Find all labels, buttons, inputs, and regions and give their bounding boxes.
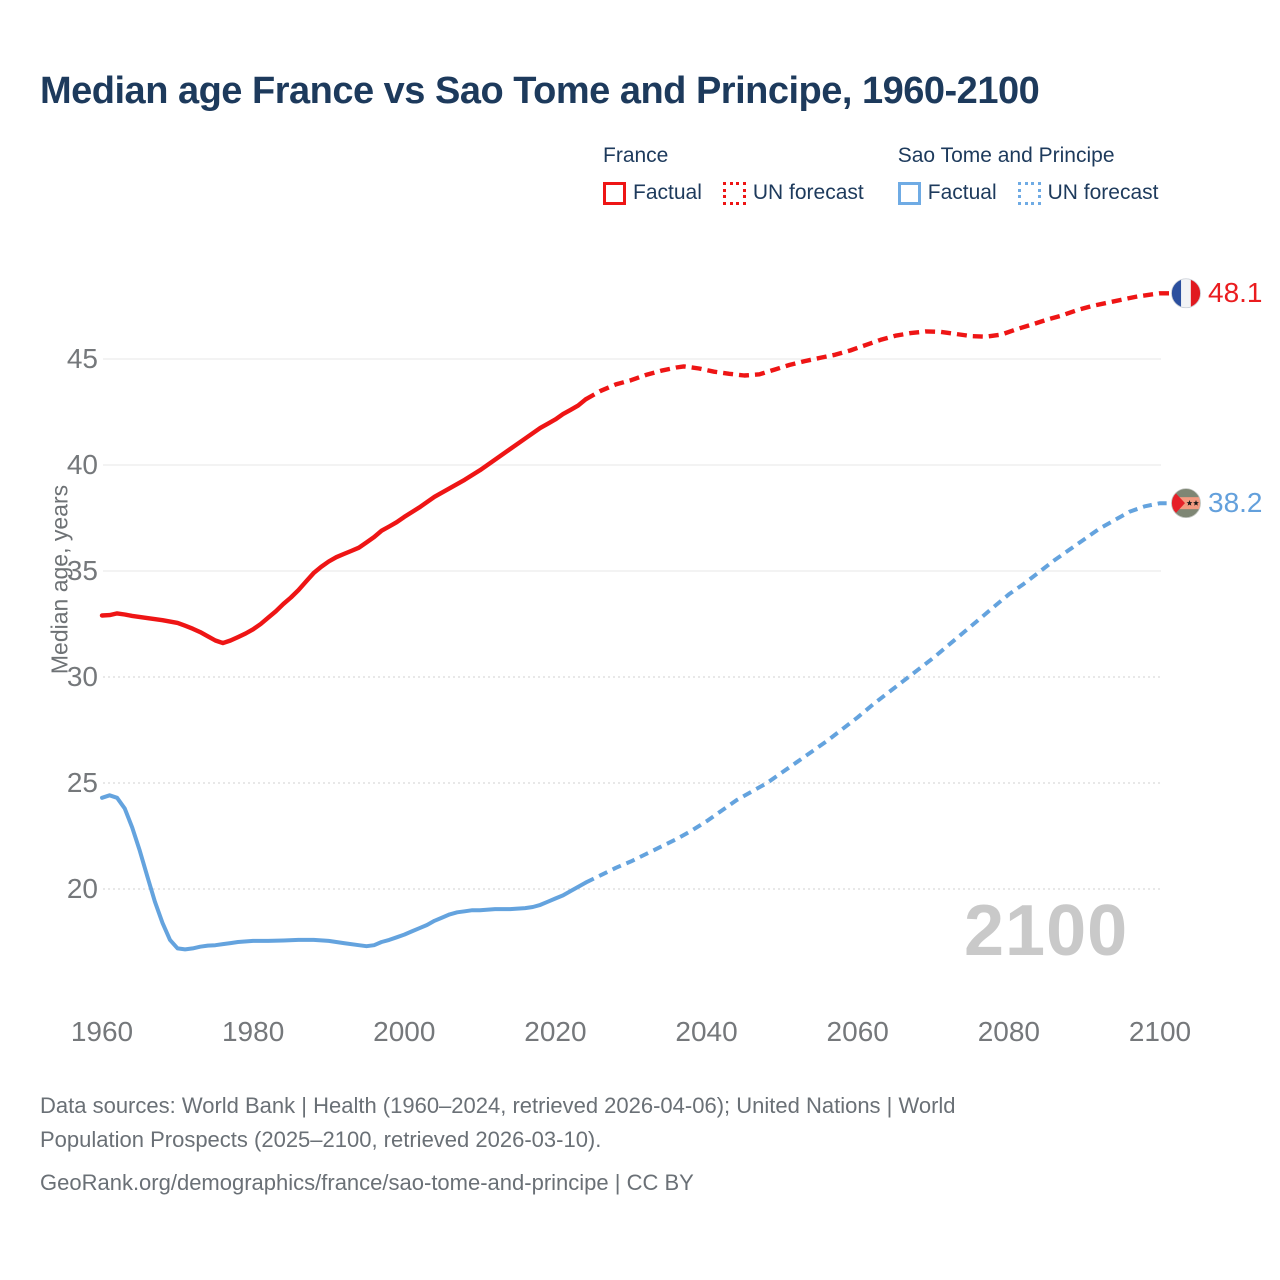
legend-swatch-forecast-icon: [722, 181, 746, 205]
legend-group-title: France: [603, 144, 669, 167]
sao-tome-factual-line: [100, 793, 588, 952]
sao-tome-flag-icon: [1171, 488, 1201, 518]
x-tick-2000: 2000: [373, 1016, 436, 1047]
x-tick-2080: 2080: [977, 1016, 1040, 1047]
watermark-year: 2100: [964, 891, 1129, 971]
legend-group-france: France Factual UN forecast: [603, 144, 864, 205]
y-tick-35: 35: [66, 555, 98, 586]
legend-item-label: UN forecast: [1047, 181, 1159, 204]
legend-swatch-factual-icon: [603, 181, 626, 205]
chart-title: Median age France vs Sao Tome and Princi…: [40, 70, 1040, 112]
legend-items-row: Factual UN forecast: [603, 181, 864, 205]
y-tick-30: 30: [66, 661, 98, 692]
x-tick-1980: 1980: [221, 1016, 285, 1047]
legend-group-title: Sao Tome and Principe: [897, 144, 1115, 167]
legend-item-label: UN forecast: [752, 181, 864, 204]
end-value-sao-tome-and-principe: 38.2: [1208, 487, 1263, 519]
y-tick-20: 20: [66, 873, 98, 904]
legend-swatch-forecast-icon: [1017, 181, 1041, 205]
legend: France Factual UN forecast Sao Tome and Pri…: [603, 144, 1159, 205]
y-tick-25: 25: [66, 767, 98, 798]
end-value-france: 48.1: [1208, 277, 1263, 309]
x-tick-2040: 2040: [675, 1016, 738, 1047]
sao-tome-forecast-line: [584, 501, 1170, 885]
footer: Data sources: World Bank | Health (1960–…: [40, 1089, 1180, 1200]
legend-item-label: Factual: [633, 181, 702, 204]
x-tick-1960: 1960: [70, 1016, 134, 1047]
france-factual-line: [99, 397, 588, 646]
x-tick-2060: 2060: [826, 1016, 889, 1047]
x-tick-2100: 2100: [1128, 1016, 1192, 1047]
y-tick-40: 40: [66, 449, 98, 480]
legend-item-label: Factual: [927, 181, 997, 204]
data-sources-text: Data sources: World Bank | Health (1960–…: [40, 1093, 956, 1152]
attribution-text: GeoRank.org/demographics/france/sao-tome…: [40, 1170, 694, 1195]
france-forecast-line: [584, 291, 1170, 402]
legend-group-sao-tome: Sao Tome and Principe Factual UN forecast: [897, 144, 1159, 205]
france-flag-icon: [1171, 278, 1201, 308]
legend-swatch-factual-icon: [897, 181, 921, 205]
legend-items-row: Factual UN forecast: [897, 181, 1159, 205]
x-tick-2020: 2020: [524, 1016, 587, 1047]
y-tick-45: 45: [66, 343, 98, 374]
